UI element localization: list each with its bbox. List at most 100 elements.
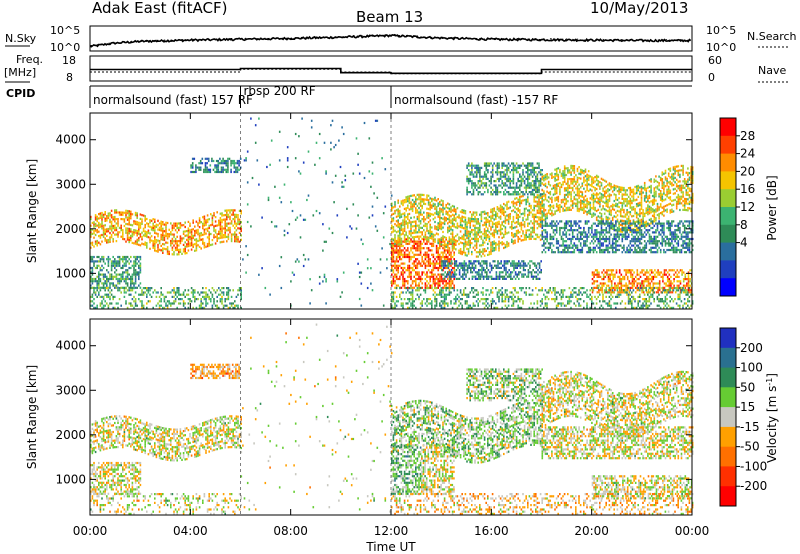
heatmap-cell (319, 212, 321, 214)
heatmap-cell (490, 215, 492, 217)
heatmap-cell (319, 283, 321, 285)
heatmap-cell (226, 229, 228, 231)
heatmap-cell (591, 194, 593, 196)
heatmap-cell (120, 280, 122, 282)
heatmap-cell (445, 244, 447, 246)
heatmap-cell (567, 167, 569, 169)
heatmap-cell (492, 250, 494, 252)
heatmap-cell (514, 242, 516, 244)
heatmap-cell (431, 233, 433, 235)
heatmap-cell (151, 235, 153, 237)
heatmap-cell (96, 265, 98, 267)
heatmap-cell (207, 245, 209, 247)
heatmap-cell (405, 238, 407, 240)
heatmap-cell (482, 242, 484, 244)
heatmap-cell (176, 236, 178, 238)
heatmap-cell (124, 212, 126, 214)
heatmap-cell (473, 238, 475, 240)
heatmap-cell (116, 209, 118, 211)
heatmap-cell (140, 287, 142, 289)
heatmap-cell (204, 216, 206, 218)
heatmap-cell (210, 291, 212, 293)
heatmap-cell (543, 208, 545, 210)
heatmap-cell (492, 173, 494, 175)
heatmap-cell (437, 240, 439, 242)
heatmap-cell (441, 204, 443, 206)
heatmap-cell (108, 256, 110, 258)
heatmap-cell (229, 158, 231, 160)
heatmap-cell (476, 218, 478, 220)
heatmap-cell (433, 243, 435, 245)
heatmap-cell (112, 296, 114, 298)
heatmap-cell (405, 220, 407, 222)
heatmap-cell (444, 236, 446, 238)
heatmap-cell (498, 165, 500, 167)
heatmap-cell (660, 199, 662, 201)
heatmap-cell (628, 222, 630, 224)
heatmap-cell (143, 305, 145, 307)
heatmap-cell (436, 245, 438, 247)
heatmap-cell (468, 235, 470, 237)
heatmap-cell (617, 190, 619, 192)
heatmap-cell (469, 235, 471, 237)
heatmap-cell (125, 223, 127, 225)
heatmap-cell (119, 289, 121, 291)
heatmap-cell (445, 211, 447, 213)
heatmap-cell (125, 287, 127, 289)
heatmap-cell (639, 208, 641, 210)
heatmap-cell (386, 267, 388, 269)
heatmap-cell (154, 241, 156, 243)
heatmap-cell (465, 223, 467, 225)
heatmap-cell (594, 209, 596, 211)
heatmap-cell (420, 220, 422, 222)
heatmap-cell (176, 296, 178, 298)
heatmap-cell (228, 214, 230, 216)
heatmap-cell (140, 235, 142, 237)
heatmap-cell (537, 278, 539, 280)
heatmap-cell (127, 236, 129, 238)
heatmap-cell (492, 248, 494, 250)
heatmap-cell (394, 230, 396, 232)
heatmap-cell (420, 245, 422, 247)
heatmap-cell (397, 200, 399, 202)
heatmap-cell (583, 196, 585, 198)
heatmap-cell (399, 238, 401, 240)
heatmap-cell (650, 218, 652, 220)
heatmap-cell (412, 236, 414, 238)
heatmap-cell (528, 276, 530, 278)
heatmap-cell (141, 300, 143, 302)
heatmap-cell (409, 267, 411, 269)
heatmap-cell (341, 126, 343, 128)
heatmap-cell (514, 226, 516, 228)
heatmap-cell (533, 229, 535, 231)
heatmap-cell (127, 269, 129, 271)
heatmap-cell (485, 226, 487, 228)
heatmap-cell (108, 241, 110, 243)
heatmap-cell (527, 216, 529, 218)
heatmap-cell (130, 235, 132, 237)
heatmap-cell (471, 229, 473, 231)
heatmap-cell (556, 192, 558, 194)
heatmap-cell (101, 287, 103, 289)
heatmap-cell (503, 182, 505, 184)
heatmap-cell (437, 274, 439, 276)
heatmap-cell (425, 199, 427, 201)
heatmap-cell (146, 289, 148, 291)
heatmap-cell (562, 199, 564, 201)
heatmap-cell (218, 237, 220, 239)
heatmap-cell (402, 241, 404, 243)
heatmap-cell (227, 160, 229, 162)
heatmap-cell (434, 263, 436, 265)
heatmap-cell (492, 221, 494, 223)
heatmap-cell (484, 224, 486, 226)
heatmap-cell (465, 221, 467, 223)
heatmap-cell (646, 210, 648, 212)
heatmap-cell (138, 244, 140, 246)
heatmap-cell (558, 167, 560, 169)
heatmap-cell (401, 233, 403, 235)
heatmap-cell (493, 207, 495, 209)
heatmap-cell (98, 224, 100, 226)
heatmap-cell (164, 230, 166, 232)
heatmap-cell (428, 276, 430, 278)
heatmap-cell (506, 215, 508, 217)
